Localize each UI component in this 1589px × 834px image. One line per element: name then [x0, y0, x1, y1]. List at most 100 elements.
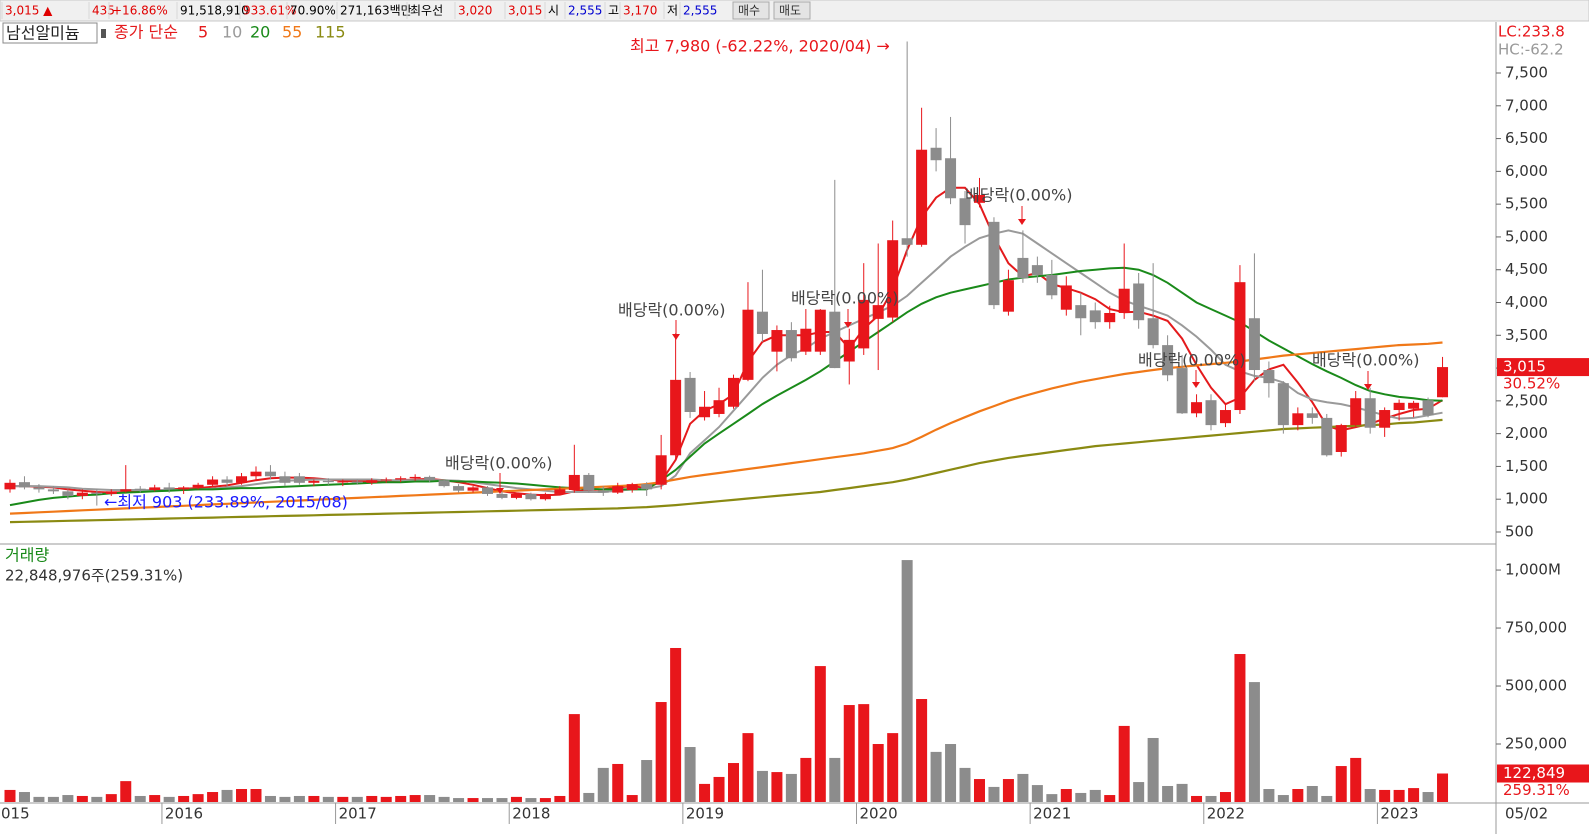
quote-item: +16.86% — [112, 4, 168, 18]
last-volume-label: 122,849 — [1503, 764, 1565, 782]
volume-bar — [1060, 789, 1072, 802]
volume-bar — [814, 666, 826, 802]
volume-bar — [1321, 795, 1333, 802]
x-tick-label: 2017 — [339, 805, 377, 823]
candle-body — [1191, 402, 1203, 414]
candle-body — [756, 311, 768, 334]
volume-bar — [554, 795, 566, 802]
volume-bar — [973, 779, 985, 802]
quote-item: 3,020 — [458, 4, 492, 18]
volume-bar — [858, 704, 870, 802]
y-tick-label: 3,500 — [1505, 326, 1548, 344]
x-tick-label: 2019 — [686, 805, 724, 823]
candle-body — [1437, 367, 1449, 398]
volume-bar — [959, 767, 971, 802]
volume-bar — [742, 733, 754, 802]
annotation: 배당락(0.00%) — [965, 186, 1072, 205]
candle-body — [496, 493, 508, 498]
stock-name-box[interactable] — [2, 22, 98, 44]
volume-bar — [395, 795, 407, 802]
volume-bar — [308, 795, 320, 802]
moving-average — [10, 186, 1444, 497]
candle-body — [1162, 345, 1174, 376]
volume-bar — [438, 796, 450, 802]
volume-bar — [1133, 782, 1145, 802]
candle-body — [438, 480, 450, 487]
trade-button-label[interactable]: 매수 — [738, 4, 760, 18]
volume-bar — [221, 789, 233, 802]
moving-average — [9, 266, 1443, 507]
candle-body — [843, 339, 855, 362]
volume-bar — [771, 772, 783, 802]
volume-bar — [279, 796, 291, 802]
y-tick-label: 1,500 — [1505, 457, 1548, 475]
trade-button-label[interactable]: 매도 — [779, 4, 801, 18]
last-price-label: 3,015 — [1503, 358, 1546, 376]
volume-bar — [1031, 785, 1043, 802]
candle-body — [670, 379, 682, 456]
annotation-arrowhead — [672, 334, 680, 340]
volume-bar — [843, 705, 855, 802]
candle-body — [1002, 280, 1014, 312]
volume-bar — [1292, 789, 1304, 802]
y-tick-label: 4,000 — [1505, 293, 1548, 311]
volume-bar — [1104, 795, 1116, 802]
volume-bar — [728, 763, 739, 802]
volume-bar — [105, 794, 117, 802]
volume-bar — [236, 789, 248, 802]
trade-button[interactable] — [773, 1, 811, 20]
candle-body — [713, 400, 725, 414]
candle-body — [829, 311, 841, 369]
x-tick-label: 2018 — [512, 805, 550, 823]
x-tick-label: 2020 — [859, 805, 897, 823]
candle-body — [699, 406, 711, 418]
volume-bar — [76, 795, 88, 802]
volume-bar — [1422, 792, 1434, 802]
candle-body — [33, 487, 45, 490]
volume-bar — [4, 789, 16, 802]
annotation-arrowhead — [496, 488, 504, 494]
candle-body — [1234, 282, 1246, 411]
candle-body — [525, 493, 537, 500]
volume-bar — [756, 770, 768, 802]
y-tick-label: 7,000 — [1505, 96, 1548, 114]
trade-button[interactable] — [732, 1, 770, 20]
legend-entry: 10 — [222, 23, 242, 42]
candle-body — [973, 194, 985, 203]
y-tick-label: 2,500 — [1505, 391, 1548, 409]
volume-bar — [1234, 654, 1246, 802]
quote-item: 3,170 — [623, 4, 657, 18]
annotation: 배당락(0.00%) — [1312, 351, 1419, 370]
volume-bar — [322, 796, 334, 802]
candle-body — [814, 309, 826, 352]
candle-body — [4, 482, 16, 490]
volume-bar — [47, 796, 59, 802]
candle-body — [916, 149, 928, 245]
candle-body — [887, 240, 899, 318]
volume-bar — [785, 773, 797, 802]
volume-bar — [250, 789, 262, 802]
candle-body — [149, 487, 161, 491]
annotation: 배당락(0.00%) — [445, 454, 552, 473]
annotation: 배당락(0.00%) — [791, 289, 898, 308]
annotation-arrowhead — [1364, 384, 1372, 390]
annotation: 최고 7,980 (-62.22%, 2020/04) → — [630, 37, 890, 56]
quote-item: 2,555 — [683, 4, 717, 18]
candle-body — [568, 474, 580, 491]
x-tick-label: 2023 — [1380, 805, 1418, 823]
candle-body — [785, 330, 797, 359]
candle-body — [395, 478, 407, 480]
moving-average — [9, 418, 1443, 524]
volume-bar — [1408, 788, 1420, 802]
candle-body — [684, 377, 696, 412]
y-tick-label: 250,000 — [1505, 735, 1567, 753]
stock-name[interactable]: 남선알미늄 — [6, 24, 80, 43]
candle-body — [337, 481, 349, 483]
quote-item: 91,518,910 — [180, 4, 249, 18]
y-tick-label: 1,000 — [1505, 490, 1548, 508]
volume-title: 거래량 — [5, 546, 49, 565]
candle-body — [1393, 402, 1405, 411]
candle-body — [612, 486, 624, 493]
last-volume-box — [1497, 764, 1589, 783]
